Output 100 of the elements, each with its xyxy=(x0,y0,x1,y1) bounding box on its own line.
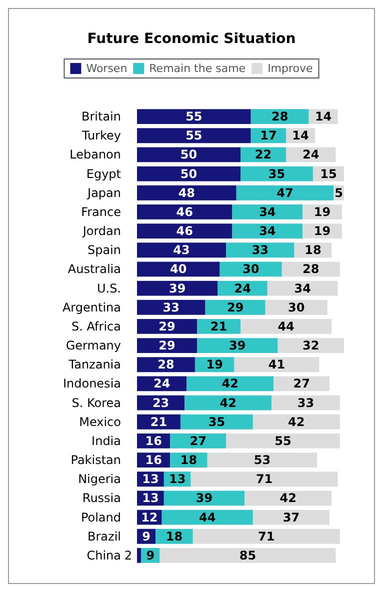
data-label: 43 xyxy=(173,243,190,258)
y-tick-label: Indonesia xyxy=(62,376,121,391)
y-tick-label: S. Korea xyxy=(72,396,121,410)
bar xyxy=(265,300,328,315)
bar xyxy=(205,300,266,315)
y-tick-label: Japan xyxy=(86,186,121,200)
bar xyxy=(137,548,142,563)
bar xyxy=(186,376,274,392)
chart-title: Future Economic Situation xyxy=(87,31,296,47)
bar xyxy=(236,185,334,200)
data-label: 42 xyxy=(280,491,296,506)
bar xyxy=(180,414,253,430)
y-tick-label: Lebanon xyxy=(70,148,121,162)
bar xyxy=(137,262,220,277)
bar xyxy=(137,242,226,258)
data-label: 41 xyxy=(268,358,286,372)
bar xyxy=(162,510,253,525)
bar xyxy=(250,109,309,124)
data-label: 27 xyxy=(293,376,310,391)
y-tick-label: Turkey xyxy=(80,128,121,143)
data-label: 39 xyxy=(196,491,213,506)
y-tick-label: Nigeria xyxy=(78,472,121,486)
data-label: 35 xyxy=(268,166,286,181)
y-tick-label: S. Africa xyxy=(72,319,121,334)
data-label: 28 xyxy=(271,110,288,124)
data-label: 2 xyxy=(124,548,132,562)
bar xyxy=(278,338,344,353)
data-label: 37 xyxy=(282,510,300,524)
bar xyxy=(240,319,332,334)
y-tick-label: Mexico xyxy=(79,414,121,429)
bar xyxy=(137,166,240,182)
data-label: 21 xyxy=(150,414,168,429)
y-tick-label: Russia xyxy=(82,491,121,506)
data-label: 21 xyxy=(210,319,228,334)
data-label: 28 xyxy=(158,358,174,372)
data-label: 9 xyxy=(146,548,155,562)
bar xyxy=(137,224,232,238)
bar xyxy=(137,338,198,353)
y-tick-label: Jordan xyxy=(82,224,121,238)
y-tick-label: Argentina xyxy=(62,300,121,314)
data-label: 39 xyxy=(169,281,186,296)
data-label: 48 xyxy=(178,186,196,200)
legend-label: Worsen xyxy=(86,62,128,75)
data-label: 29 xyxy=(158,319,176,334)
y-tick-label: China xyxy=(86,548,121,562)
data-label: 19 xyxy=(314,224,331,238)
data-label: 44 xyxy=(278,319,294,334)
data-label: 50 xyxy=(180,166,198,181)
bar xyxy=(160,548,336,563)
bar xyxy=(137,357,195,372)
y-tick-label: Egypt xyxy=(86,166,122,181)
bar xyxy=(137,128,251,144)
data-label: 14 xyxy=(292,128,309,143)
data-label: 55 xyxy=(186,110,202,124)
data-label: 18 xyxy=(180,453,198,468)
data-label: 13 xyxy=(142,472,159,486)
data-label: 44 xyxy=(199,510,216,524)
data-label: 9 xyxy=(142,529,150,544)
bar xyxy=(170,434,226,448)
bar xyxy=(190,472,338,487)
data-label: 46 xyxy=(176,204,193,219)
data-label: 50 xyxy=(180,148,198,162)
data-label: 33 xyxy=(252,243,269,258)
data-label: 39 xyxy=(229,338,246,353)
data-label: 33 xyxy=(297,396,314,410)
data-label: 33 xyxy=(162,300,180,314)
bar xyxy=(197,338,278,353)
data-label: 14 xyxy=(314,110,332,124)
data-label: 28 xyxy=(302,262,320,276)
bar xyxy=(232,204,303,220)
legend-label: Improve xyxy=(268,62,314,75)
data-label: 22 xyxy=(254,148,272,162)
bar xyxy=(137,300,206,315)
data-label: 71 xyxy=(256,472,273,486)
data-label: 34 xyxy=(294,281,311,296)
data-label: 16 xyxy=(145,434,162,448)
y-tick-label: U.S. xyxy=(96,281,121,296)
data-label: 42 xyxy=(222,376,238,391)
data-label: 13 xyxy=(169,472,186,486)
y-tick-label: Tanzania xyxy=(68,358,121,372)
data-label: 19 xyxy=(206,358,223,372)
bar xyxy=(244,490,332,506)
bar xyxy=(137,147,240,162)
data-label: 24 xyxy=(153,376,170,391)
y-tick-label: Poland xyxy=(80,510,121,524)
bar xyxy=(232,224,303,238)
y-tick-label: Brazil xyxy=(88,529,121,544)
y-tick-label: India xyxy=(92,434,121,448)
data-label: 15 xyxy=(320,166,337,181)
data-label: 42 xyxy=(220,396,236,410)
bar xyxy=(234,357,320,372)
bar xyxy=(252,510,330,525)
bar xyxy=(137,319,198,334)
data-label: 17 xyxy=(260,128,277,143)
data-label: 23 xyxy=(152,396,170,410)
data-label: 47 xyxy=(276,186,294,200)
data-label: 24 xyxy=(302,148,320,162)
data-label: 29 xyxy=(226,300,244,314)
data-label: 18 xyxy=(166,529,183,544)
bar xyxy=(137,109,251,124)
